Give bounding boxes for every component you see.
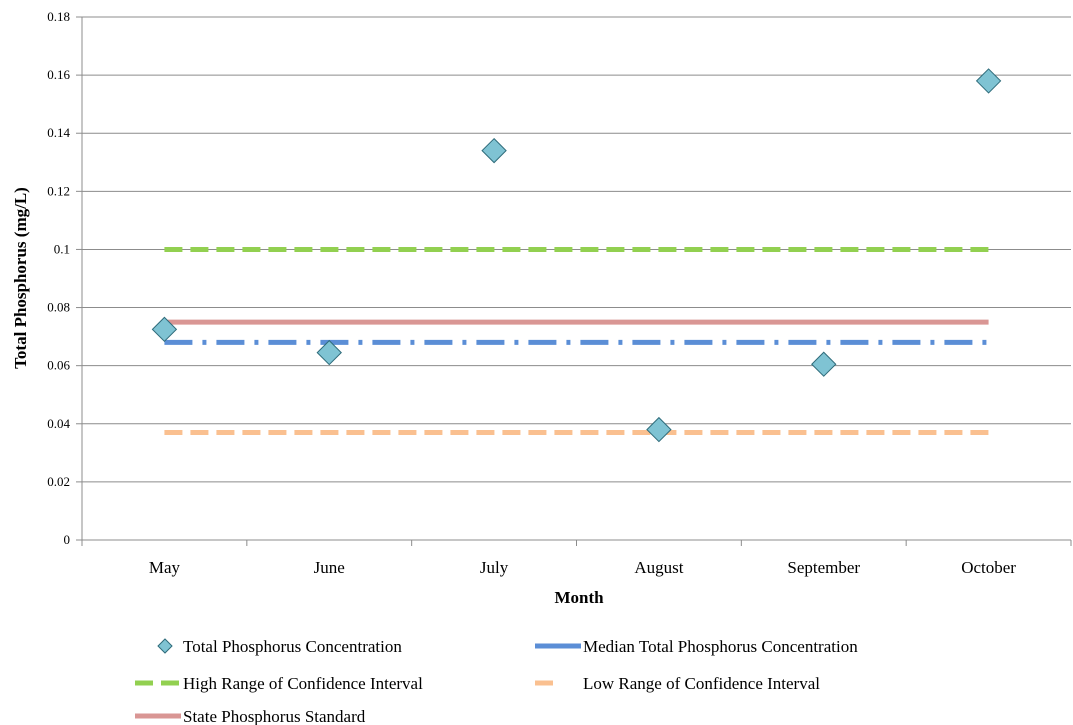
x-tick-label: May — [149, 558, 181, 577]
data-point — [646, 416, 672, 443]
x-tick-label: June — [314, 558, 345, 577]
x-tick-label: October — [961, 558, 1016, 577]
x-tick-label: August — [634, 558, 683, 577]
y-tick-label: 0.1 — [54, 241, 70, 256]
y-tick-label: 0.12 — [47, 183, 70, 198]
x-axis-title: Month — [554, 588, 604, 607]
data-point — [151, 316, 178, 343]
legend-label: High Range of Confidence Interval — [183, 674, 423, 693]
series-markers — [151, 68, 1002, 443]
x-axis: May June July August September October — [81, 17, 1072, 577]
y-axis-ticks: 0 0.02 0.04 0.06 0.08 0.1 0.12 0.14 0.16 0.18 — [47, 9, 82, 547]
legend-marker — [157, 638, 173, 654]
y-tick-label: 0.04 — [47, 416, 70, 431]
y-axis-title: Total Phosphorus (mg/L) — [11, 187, 30, 369]
data-point — [481, 137, 507, 164]
y-tick-label: 0.16 — [47, 67, 70, 82]
legend-label: Total Phosphorus Concentration — [183, 637, 402, 656]
legend-label: Median Total Phosphorus Concentration — [583, 637, 858, 656]
x-tick-label: July — [480, 558, 509, 577]
y-tick-label: 0.18 — [47, 9, 70, 24]
y-tick-label: 0.08 — [47, 300, 70, 315]
y-tick-label: 0.02 — [47, 474, 70, 489]
data-point — [316, 339, 342, 366]
y-tick-label: 0 — [64, 532, 71, 547]
data-point — [811, 351, 837, 377]
y-tick-label: 0.06 — [47, 358, 70, 373]
data-point — [975, 68, 1002, 94]
series-lines — [164, 246, 989, 435]
legend-label: State Phosphorus Standard — [183, 707, 366, 725]
legend-label: Low Range of Confidence Interval — [583, 674, 820, 693]
legend: Total Phosphorus Concentration Median Tot… — [135, 637, 858, 725]
y-tick-label: 0.14 — [47, 125, 70, 140]
x-tick-label: September — [787, 558, 860, 577]
